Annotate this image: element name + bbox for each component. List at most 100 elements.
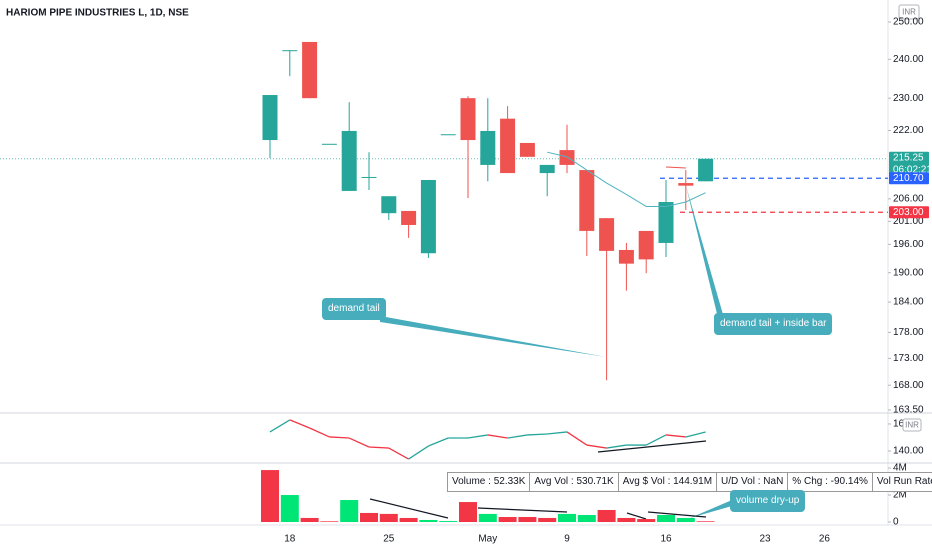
candle-body: [401, 210, 417, 225]
candle-body: [440, 134, 456, 136]
volume-bar: [399, 517, 418, 522]
osc-unit: INR: [905, 421, 919, 430]
callout-pointer: [380, 316, 606, 357]
osc-segment: [547, 431, 568, 435]
info-cell: U/D Vol : NaN: [716, 473, 787, 491]
candle-body: [678, 183, 694, 186]
volume-bar: [280, 495, 299, 522]
x-tick-label: May: [478, 534, 497, 545]
volume-bar: [597, 509, 616, 522]
candle-body: [282, 50, 298, 52]
volume-bar: [676, 517, 695, 522]
currency-box: [898, 4, 920, 20]
osc-segment: [428, 437, 449, 447]
volume-bar: [657, 514, 675, 522]
annotation: volume dry-up: [730, 490, 806, 512]
x-tick-label: 23: [759, 534, 771, 545]
volume-tick-label: 2M: [893, 490, 907, 501]
candle-body: [539, 164, 555, 174]
osc-segment: [408, 445, 429, 460]
y-tick-label: 222.00: [893, 125, 924, 136]
info-cell: Avg $ Vol : 144.91M: [617, 473, 716, 491]
candle-body: [302, 41, 318, 99]
osc-segment: [329, 436, 350, 439]
volume-bar: [498, 517, 517, 522]
trend-line: [477, 507, 568, 513]
y-tick-label: 206.00: [893, 194, 924, 205]
level-label-box: [889, 206, 929, 219]
volume-bar: [300, 517, 319, 522]
volume-tick-label: 0: [893, 517, 899, 528]
trend-line: [647, 511, 707, 518]
osc-segment: [487, 434, 508, 439]
x-tick-label: 9: [564, 534, 570, 545]
volume-bar: [478, 513, 497, 522]
candle-body: [321, 143, 337, 145]
candle-body: [361, 176, 377, 178]
osc-tick-label: 160: [893, 419, 910, 430]
annotation: demand tail: [322, 298, 386, 320]
moving-average: [547, 151, 706, 207]
osc-segment: [527, 433, 548, 436]
y-tick-label: 250.00: [893, 17, 924, 28]
candle-body: [420, 180, 436, 254]
countdown-label: 06:02:21: [893, 164, 932, 175]
y-tick-label: 178.00: [893, 327, 924, 338]
osc-segment: [586, 444, 607, 449]
candle-body: [500, 118, 516, 174]
osc-segment: [289, 419, 310, 429]
x-tick-label: 18: [284, 534, 296, 545]
info-cell: Avg Vol : 530.71K: [529, 473, 617, 491]
currency-label: INR: [902, 8, 916, 17]
y-tick-label: 163.50: [893, 405, 924, 416]
candle-body: [618, 249, 634, 264]
candle-body: [381, 196, 397, 214]
osc-segment: [309, 427, 330, 438]
trend-line: [597, 440, 707, 453]
osc-segment: [606, 444, 627, 449]
candle-body: [519, 142, 535, 157]
volume-bar: [696, 521, 715, 522]
volume-bar: [261, 470, 279, 522]
osc-segment: [685, 431, 706, 438]
level-label: 210.70: [893, 173, 924, 184]
osc-segment: [665, 434, 686, 438]
y-tick-label: 201.00: [893, 216, 924, 227]
volume-bar: [379, 513, 398, 522]
osc-segment: [269, 419, 291, 433]
annotation: demand tail + inside bar: [714, 313, 833, 335]
volume-tick-label: 4M: [893, 463, 907, 474]
candle-body: [579, 170, 595, 231]
osc-segment: [507, 434, 528, 439]
candle-body: [262, 95, 278, 141]
x-tick-label: 25: [383, 534, 395, 545]
callout-pointer: [690, 500, 732, 518]
osc-segment: [368, 446, 389, 449]
level-label-box: [889, 172, 929, 185]
y-tick-label: 168.00: [893, 380, 924, 391]
volume-bar: [577, 514, 596, 522]
x-tick-label: 16: [660, 534, 672, 545]
chart-title: HARIOM PIPE INDUSTRIES L, 1D, NSE: [6, 8, 189, 19]
candle-body: [341, 130, 357, 191]
volume-info-table: Volume : 52.33K Avg Vol : 530.71K Avg $ …: [447, 472, 932, 492]
info-cell: % Chg : -90.14%: [787, 473, 872, 491]
drawn-line: [665, 166, 687, 169]
last-price-box: [889, 151, 929, 176]
info-cell: Volume : 52.33K: [452, 476, 526, 487]
osc-segment: [467, 434, 488, 439]
volume-bar: [320, 521, 339, 522]
trend-line: [369, 498, 449, 519]
y-tick-label: 196.00: [893, 239, 924, 250]
candle-body: [460, 98, 476, 141]
candle-body: [599, 218, 615, 251]
y-tick-label: 230.00: [893, 93, 924, 104]
info-cell: Vol Run Rate : -90.82%: [871, 473, 932, 491]
y-tick-label: 190.00: [893, 267, 924, 278]
callout-pointer: [686, 186, 724, 318]
volume-bar: [419, 519, 438, 522]
volume-bar: [617, 517, 636, 522]
volume-bar: [637, 519, 656, 522]
volume-bar: [538, 517, 557, 522]
